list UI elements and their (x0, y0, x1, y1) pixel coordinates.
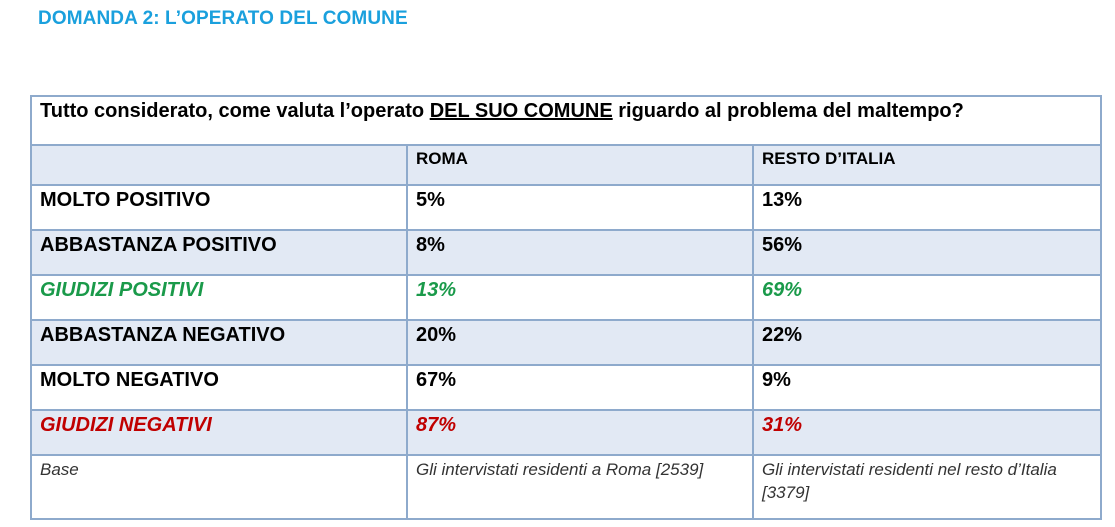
cell-roma: 13% (406, 274, 754, 321)
table-row: MOLTO POSITIVO 5% 13% (30, 184, 1103, 231)
table-row-positive-total: GIUDIZI POSITIVI 13% 69% (30, 274, 1103, 321)
row-label: MOLTO POSITIVO (30, 184, 408, 231)
table-row-negative-total: GIUDIZI NEGATIVI 87% 31% (30, 409, 1103, 456)
cell-roma: 20% (406, 319, 754, 366)
question-text-before: Tutto considerato, come valuta l’operato (40, 100, 430, 122)
cell-roma: 87% (406, 409, 754, 456)
table-row: ABBASTANZA POSITIVO 8% 56% (30, 229, 1103, 276)
cell-resto: 69% (751, 274, 1103, 321)
question-text-underlined: DEL SUO COMUNE (429, 100, 613, 122)
table-row: ABBASTANZA NEGATIVO 20% 22% (30, 319, 1103, 366)
base-resto: Gli intervistati residenti nel resto d’I… (751, 454, 1103, 520)
table-row: MOLTO NEGATIVO 67% 9% (30, 364, 1103, 411)
header-roma: ROMA (406, 144, 754, 186)
question-text-after: riguardo al problema del maltempo? (612, 100, 964, 122)
cell-resto: 31% (751, 409, 1103, 456)
cell-roma: 67% (406, 364, 754, 411)
base-roma: Gli intervistati residenti a Roma [2539] (406, 454, 754, 520)
row-label: ABBASTANZA NEGATIVO (30, 319, 408, 366)
row-label: ABBASTANZA POSITIVO (30, 229, 408, 276)
survey-table: Tutto considerato, come valuta l’operato… (29, 95, 1103, 520)
base-row: Base Gli intervistati residenti a Roma [… (30, 454, 1103, 520)
cell-resto: 22% (751, 319, 1103, 366)
cell-roma: 5% (406, 184, 754, 231)
row-label: MOLTO NEGATIVO (30, 364, 408, 411)
question-cell: Tutto considerato, come valuta l’operato… (29, 95, 1103, 146)
page-title: DOMANDA 2: L’OPERATO DEL COMUNE (38, 8, 408, 29)
cell-resto: 56% (751, 229, 1103, 276)
row-label: GIUDIZI POSITIVI (30, 274, 408, 321)
base-label: Base (30, 454, 408, 520)
row-label: GIUDIZI NEGATIVI (30, 409, 408, 456)
header-empty (30, 144, 408, 186)
header-resto: RESTO D’ITALIA (751, 144, 1103, 186)
cell-roma: 8% (406, 229, 754, 276)
cell-resto: 13% (751, 184, 1103, 231)
question-row: Tutto considerato, come valuta l’operato… (29, 95, 1103, 146)
header-row: ROMA RESTO D’ITALIA (30, 144, 1103, 186)
cell-resto: 9% (751, 364, 1103, 411)
